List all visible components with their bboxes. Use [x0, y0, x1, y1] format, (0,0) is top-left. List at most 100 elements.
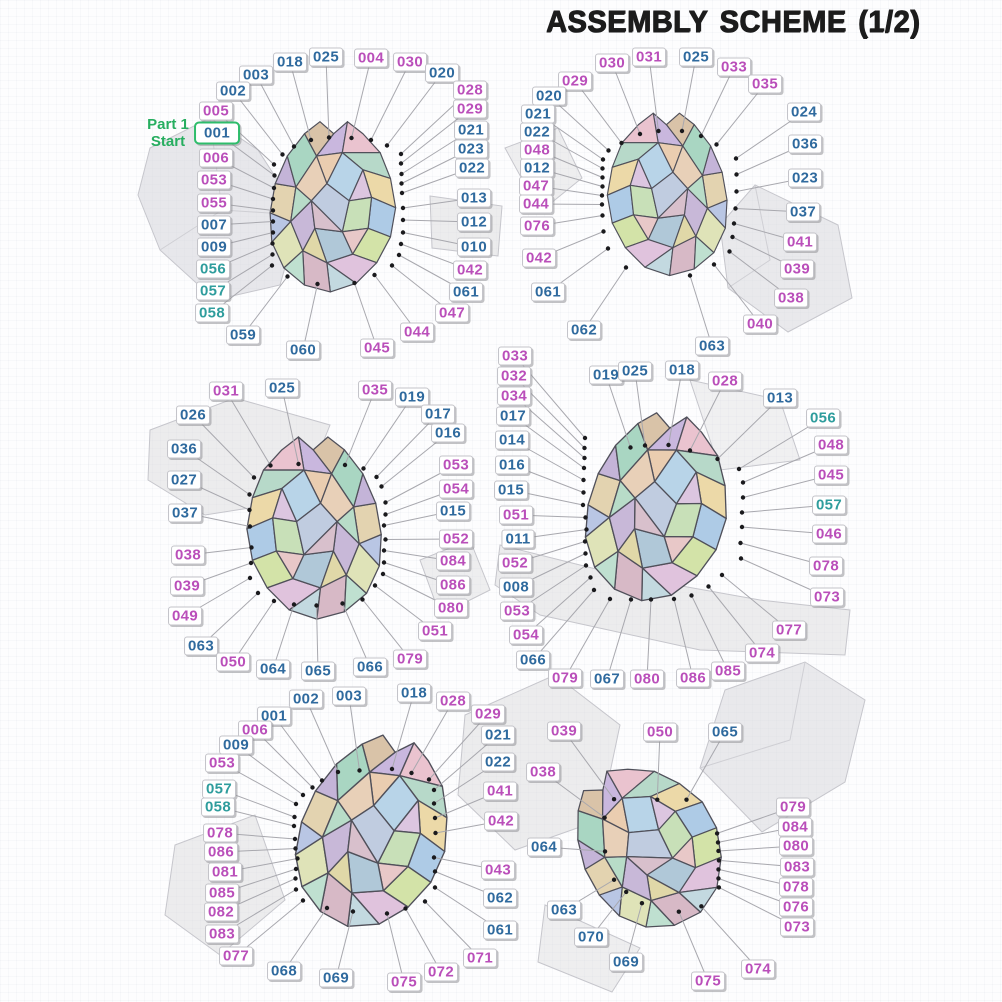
part-label-040: 040: [743, 314, 777, 334]
leader-line-017: [376, 413, 439, 478]
leader-line-018: [289, 61, 312, 141]
part-label-018: 018: [665, 360, 699, 380]
part-label-072: 072: [424, 962, 458, 982]
part-label-053: 053: [500, 601, 534, 621]
face-dot-043: [431, 855, 437, 860]
part-label-041: 041: [783, 232, 817, 252]
part-label-019: 019: [589, 365, 623, 385]
part-label-077: 077: [772, 620, 806, 640]
face-dot-029: [426, 777, 432, 782]
face-dot-025: [326, 135, 332, 140]
face-dot-086: [671, 596, 677, 602]
face-dot-055: [270, 208, 276, 213]
face-dot-005: [271, 162, 277, 167]
part-label-066: 066: [353, 657, 387, 677]
face-dot-025: [296, 461, 301, 467]
face-dot-063: [255, 590, 261, 596]
part-label-039: 039: [780, 259, 814, 279]
face-dot-013: [400, 205, 406, 211]
face-dot-047: [389, 263, 395, 268]
face-dot-053: [583, 563, 589, 568]
part-label-021: 021: [481, 725, 515, 745]
face-dot-078: [292, 836, 298, 842]
leader-line-003: [255, 74, 295, 147]
part-label-081: 081: [208, 862, 242, 882]
part-label-049: 049: [168, 606, 202, 626]
leader-line-031: [648, 56, 659, 132]
leader-line-072: [405, 908, 442, 973]
part-label-084: 084: [436, 551, 470, 571]
part-label-080: 080: [434, 598, 468, 618]
part-label-086: 086: [436, 575, 470, 595]
face-dot-019: [361, 466, 366, 471]
part-label-063: 063: [695, 336, 729, 356]
face-dot-051: [583, 515, 588, 520]
face-dot-061: [605, 246, 611, 251]
part-label-013: 013: [457, 188, 491, 208]
face-dot-016: [379, 484, 384, 489]
part-label-082: 082: [204, 902, 238, 922]
part-label-027: 027: [167, 470, 201, 490]
part-label-062: 062: [483, 888, 517, 908]
part-label-020: 020: [532, 86, 566, 106]
face-dot-003: [291, 144, 297, 149]
leader-line-067: [606, 599, 632, 680]
face-dot-002: [280, 152, 285, 157]
face-dot-019: [628, 445, 633, 450]
part-label-058: 058: [201, 797, 235, 817]
leader-line-068: [283, 907, 328, 972]
face-dot-058: [291, 823, 297, 829]
leader-line-075: [678, 911, 709, 982]
part-label-066: 066: [516, 650, 550, 670]
part-label-078: 078: [809, 556, 843, 576]
part-start-line2: Start: [150, 133, 186, 150]
leader-line-080: [646, 599, 652, 680]
face-dot-062: [623, 265, 629, 270]
face-dot-052: [383, 537, 388, 542]
face-dot-079: [360, 597, 365, 602]
face-dot-042: [398, 241, 404, 247]
part-label-058: 058: [195, 303, 229, 323]
face-dot-038: [249, 545, 254, 550]
page-title: ASSEMBLY SCHEME (1/2): [545, 5, 920, 39]
face-dot-021: [399, 171, 404, 177]
part-label-078: 078: [779, 877, 813, 897]
part-label-031: 031: [209, 381, 243, 401]
leader-line-063: [689, 275, 713, 347]
face-dot-033: [582, 435, 588, 441]
part-label-061: 061: [531, 282, 565, 302]
face-dot-049: [247, 575, 253, 581]
part-label-050: 050: [216, 652, 250, 672]
part-label-022: 022: [455, 158, 489, 178]
part-label-068: 068: [267, 961, 301, 981]
part-label-047: 047: [519, 176, 553, 196]
part-label-029: 029: [558, 71, 592, 91]
part-label-024: 024: [787, 102, 821, 122]
part-label-069: 069: [609, 952, 643, 972]
part-label-028: 028: [708, 371, 742, 391]
leader-line-066: [342, 603, 371, 668]
leader-line-059: [242, 276, 288, 336]
face-dot-031: [656, 128, 661, 134]
face-dot-056: [736, 466, 742, 472]
face-dot-023: [734, 189, 739, 194]
part-label-025: 025: [618, 361, 652, 381]
part-label-002: 002: [216, 81, 250, 101]
face-dot-028: [409, 770, 414, 776]
part-label-029: 029: [453, 99, 487, 119]
face-dot-047: [599, 193, 605, 198]
leader-line-025: [681, 56, 697, 132]
face-dot-063: [687, 273, 693, 278]
part-label-017: 017: [496, 406, 530, 426]
part-label-014: 014: [495, 430, 529, 450]
face-dot-039: [611, 797, 617, 802]
face-dot-020: [606, 148, 611, 153]
face-dot-039: [248, 560, 254, 566]
part-label-042: 042: [484, 811, 518, 831]
part-label-003: 003: [332, 686, 366, 706]
face-dot-024: [733, 156, 739, 161]
face-dot-065: [314, 603, 319, 608]
part-label-086: 086: [676, 668, 710, 688]
leader-line-060: [302, 283, 318, 351]
